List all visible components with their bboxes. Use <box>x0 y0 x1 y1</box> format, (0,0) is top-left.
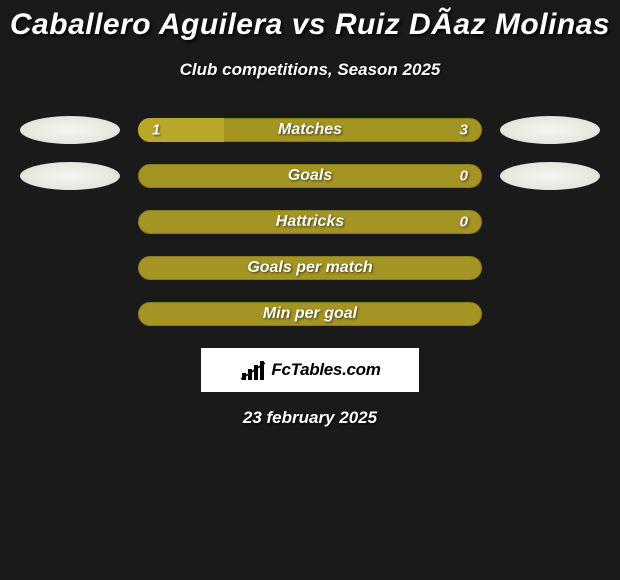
logo-box: FcTables.com <box>201 348 419 392</box>
player-avatar-left <box>20 162 120 190</box>
stat-label: Goals per match <box>247 259 372 277</box>
stat-label: Min per goal <box>263 305 357 323</box>
stat-row: Goals per match <box>8 256 612 280</box>
fctables-logo-icon <box>239 359 267 381</box>
avatar-spacer <box>500 300 600 328</box>
stat-bar: Min per goal <box>138 302 482 326</box>
stats-rows: Matches 1 3 Goals 0 Hattricks 0 Goals per match… <box>0 118 620 326</box>
avatar-spacer <box>20 208 120 236</box>
stat-bar: Matches 1 3 <box>138 118 482 142</box>
stat-bar: Hattricks 0 <box>138 210 482 234</box>
avatar-spacer <box>500 208 600 236</box>
stat-label: Goals <box>288 167 332 185</box>
stat-row: Min per goal <box>8 302 612 326</box>
stat-row: Goals 0 <box>8 164 612 188</box>
player-avatar-right <box>500 116 600 144</box>
page-title: Caballero Aguilera vs Ruiz DÃ­az Molinas <box>0 0 620 42</box>
stat-row: Matches 1 3 <box>8 118 612 142</box>
stat-value-right: 0 <box>460 168 468 185</box>
stat-label: Matches <box>278 121 342 139</box>
avatar-spacer <box>20 254 120 282</box>
stat-value-right: 3 <box>460 122 468 139</box>
player-avatar-left <box>20 116 120 144</box>
subtitle: Club competitions, Season 2025 <box>0 60 620 80</box>
bar-fill-left <box>138 118 224 142</box>
date-text: 23 february 2025 <box>0 408 620 428</box>
stat-value-left: 1 <box>152 122 160 139</box>
stat-row: Hattricks 0 <box>8 210 612 234</box>
avatar-spacer <box>20 300 120 328</box>
stat-bar: Goals 0 <box>138 164 482 188</box>
stat-label: Hattricks <box>276 213 344 231</box>
avatar-spacer <box>500 254 600 282</box>
stat-value-right: 0 <box>460 214 468 231</box>
logo-text: FcTables.com <box>271 360 380 380</box>
player-avatar-right <box>500 162 600 190</box>
stat-bar: Goals per match <box>138 256 482 280</box>
